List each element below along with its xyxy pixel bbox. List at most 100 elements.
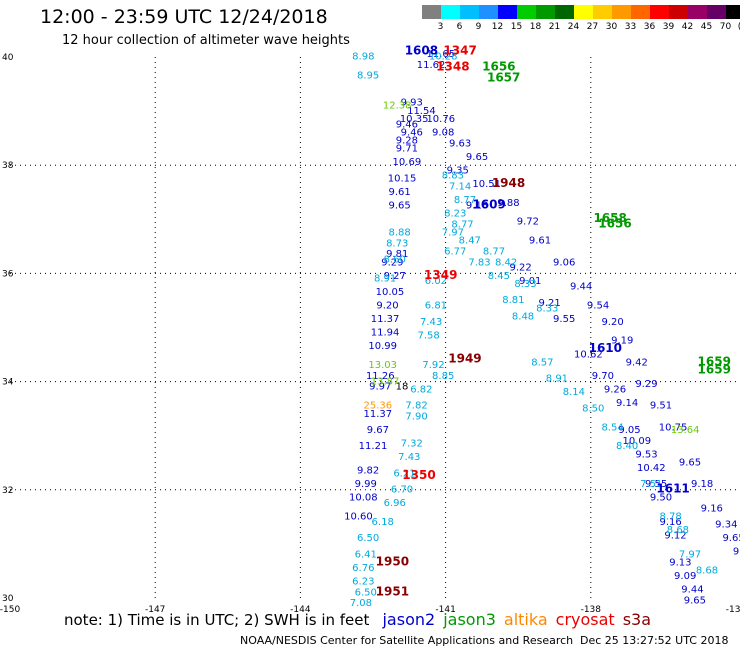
swh-value-label: 9.26 bbox=[604, 384, 626, 395]
swh-value-label: 8.45 bbox=[488, 271, 510, 282]
swh-value-label: 8.91 bbox=[374, 274, 396, 285]
swh-value-label: 6.76 bbox=[352, 563, 374, 574]
swh-value-label: 10.69 bbox=[393, 157, 422, 168]
note-text: note: 1) Time is in UTC; 2) SWH is in fe… bbox=[64, 611, 369, 629]
y-tick-label: 30 bbox=[2, 594, 14, 604]
swh-value-label: 8.33 bbox=[536, 303, 558, 314]
swh-value-label: 7.14 bbox=[449, 182, 471, 193]
swh-value-label: 13.03 bbox=[368, 360, 397, 371]
swh-value-label: 9.63 bbox=[449, 138, 471, 149]
swh-value-label: 6.81 bbox=[425, 301, 447, 312]
swh-value-label: 10.60 bbox=[344, 512, 373, 523]
swh-value-label: 9.61 bbox=[529, 236, 551, 247]
swh-value-label: 6.18 bbox=[372, 517, 394, 528]
generated-timestamp: Dec 25 13:27:52 UTC 2018 bbox=[580, 634, 728, 647]
swh-value-label: 8.60 bbox=[384, 255, 406, 266]
altimeter-map-plot: -150-147-144-141-138-135303234363840 11.… bbox=[0, 0, 740, 650]
swh-value-label: 6.82 bbox=[410, 384, 432, 395]
swh-value-label: 8.40 bbox=[616, 441, 638, 452]
swh-value-label: 9.53 bbox=[635, 449, 657, 460]
y-tick-label: 40 bbox=[2, 53, 14, 63]
swh-value-label: 8.85 bbox=[432, 371, 454, 382]
y-tick-label: 32 bbox=[2, 486, 13, 496]
wave-height-observations: 11.6511.629.9311.5410.359.469.469.289.71… bbox=[344, 49, 740, 609]
swh-value-label: 9.44 bbox=[681, 585, 703, 596]
swh-value-label: 8.50 bbox=[582, 403, 604, 414]
swh-value-label: 8.81 bbox=[502, 295, 524, 306]
swh-value-label: 9.70 bbox=[592, 371, 614, 382]
satellite-cryosat: cryosat bbox=[556, 610, 615, 629]
swh-value-label: 9.71 bbox=[396, 144, 418, 155]
swh-value-label: 8.23 bbox=[444, 209, 466, 220]
swh-value-label: 6.50 bbox=[355, 587, 377, 598]
swh-value-label: 6.41 bbox=[355, 549, 377, 560]
pass-time-label: 1659 bbox=[698, 362, 731, 376]
pass-time-label: 1951 bbox=[376, 584, 409, 598]
x-tick-label: -135 bbox=[726, 605, 740, 615]
swh-value-label: 13.64 bbox=[671, 425, 700, 436]
swh-value-label: 9.65 bbox=[388, 200, 410, 211]
swh-value-label: 10.08 bbox=[349, 493, 378, 504]
pass-time-label: 1609 bbox=[472, 197, 505, 211]
swh-value-label: 6.23 bbox=[352, 576, 374, 587]
swh-value-label: 7.58 bbox=[418, 330, 440, 341]
swh-value-label: 9.09 bbox=[674, 571, 696, 582]
swh-value-label: 6.77 bbox=[444, 246, 466, 257]
satellite-altika: altika bbox=[504, 610, 548, 629]
satellite-names: jason2 jason3 altika cryosat s3a bbox=[374, 610, 651, 629]
swh-value-label: 9.29 bbox=[635, 379, 657, 390]
pass-time-label: 1656 bbox=[598, 216, 631, 230]
satellite-legend: note: 1) Time is in UTC; 2) SWH is in fe… bbox=[64, 610, 651, 629]
swh-value-label: 7.43 bbox=[398, 452, 420, 463]
pass-time-label: 1611 bbox=[656, 482, 689, 496]
swh-value-label: 9.0 bbox=[733, 547, 740, 558]
swh-value-label: 8.83 bbox=[442, 171, 464, 182]
swh-value-label: 10.99 bbox=[368, 341, 397, 352]
swh-value-label: 8.88 bbox=[388, 228, 410, 239]
swh-value-label: 9.65 bbox=[722, 533, 740, 544]
swh-value-label: 9.65 bbox=[679, 457, 701, 468]
swh-value-label: 7.32 bbox=[401, 439, 423, 450]
swh-value-label: 8.54 bbox=[601, 422, 623, 433]
swh-value-label: 9.14 bbox=[616, 398, 638, 409]
swh-value-label: 9.44 bbox=[570, 282, 592, 293]
swh-value-label: 7.08 bbox=[350, 598, 372, 609]
pass-time-label: 1610 bbox=[589, 341, 622, 355]
swh-value-label: 10.05 bbox=[376, 287, 405, 298]
swh-value-label: 10.15 bbox=[388, 173, 417, 184]
pass-time-label: 1350 bbox=[402, 468, 435, 482]
swh-value-label: 8.42 bbox=[495, 257, 517, 268]
swh-value-label: 8.98 bbox=[352, 52, 374, 63]
swh-value-label: 9.16 bbox=[701, 503, 723, 514]
swh-value-label: 11.94 bbox=[371, 328, 400, 339]
pass-time-label: 1608 bbox=[405, 43, 438, 57]
pass-time-label: 1348 bbox=[436, 60, 469, 74]
swh-value-label: 7.90 bbox=[405, 411, 427, 422]
swh-value-label: 9.67 bbox=[367, 425, 389, 436]
swh-value-label: 6.50 bbox=[357, 533, 379, 544]
satellite-jason3: jason3 bbox=[443, 610, 496, 629]
swh-value-label: 10.42 bbox=[637, 463, 666, 474]
swh-value-label: 7.92 bbox=[422, 360, 444, 371]
swh-value-label: 12.38 bbox=[383, 100, 412, 111]
swh-value-label: 6.70 bbox=[391, 485, 413, 496]
pass-time-label: 1950 bbox=[376, 555, 409, 569]
swh-value-label: 9.99 bbox=[355, 479, 377, 490]
pass-time-label: 1349 bbox=[424, 268, 457, 282]
swh-value-label: 9.82 bbox=[357, 466, 379, 477]
swh-value-label: 8.47 bbox=[459, 236, 481, 247]
swh-value-label: 10.76 bbox=[426, 114, 455, 125]
swh-value-label: 25.36 bbox=[364, 401, 393, 412]
swh-value-label: 8.33 bbox=[514, 279, 536, 290]
satellite-s3a: s3a bbox=[623, 610, 651, 629]
swh-value-label: 8.77 bbox=[483, 246, 505, 257]
swh-value-label: 9.06 bbox=[553, 257, 575, 268]
swh-value-label: 8.95 bbox=[357, 71, 379, 82]
swh-value-label: 9.42 bbox=[626, 357, 648, 368]
swh-value-label: 8.57 bbox=[531, 357, 553, 368]
pass-time-label: 1657 bbox=[487, 70, 520, 84]
satellite-jason2: jason2 bbox=[382, 610, 435, 629]
swh-value-label: 9.51 bbox=[650, 401, 672, 412]
y-tick-label: 38 bbox=[2, 161, 14, 171]
swh-value-label: 8.14 bbox=[563, 387, 585, 398]
